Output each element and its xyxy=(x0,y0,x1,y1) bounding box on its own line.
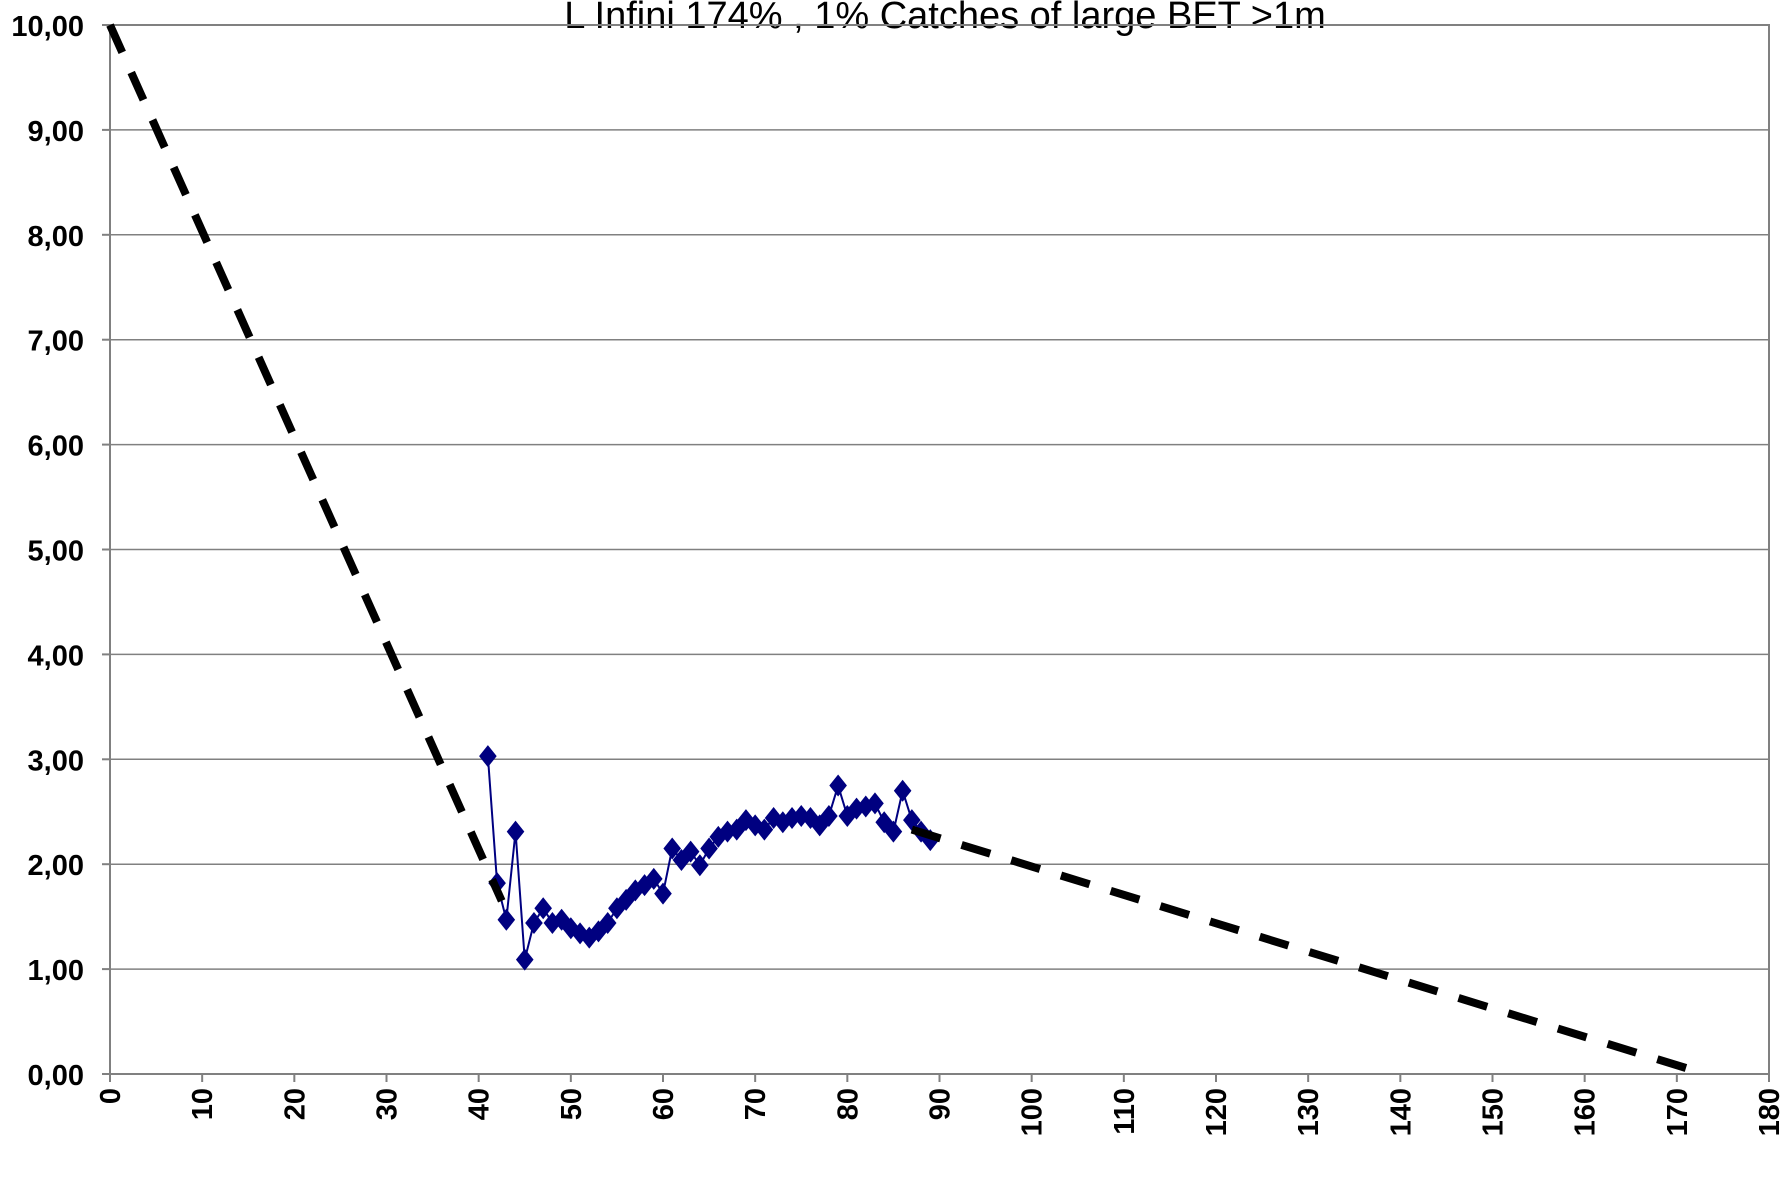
x-tick-label: 140 xyxy=(1385,1088,1417,1136)
x-tick-label: 90 xyxy=(925,1088,957,1120)
x-tick-label: 70 xyxy=(740,1088,772,1120)
marker xyxy=(497,908,516,931)
y-tick-label: 6,00 xyxy=(28,431,84,463)
y-tick-label: 1,00 xyxy=(28,955,84,987)
x-tick-label: 170 xyxy=(1662,1088,1694,1136)
dashed-line xyxy=(106,23,506,903)
x-tick-label: 180 xyxy=(1754,1088,1786,1136)
x-tick-label: 150 xyxy=(1478,1088,1510,1136)
marker xyxy=(810,814,829,837)
marker xyxy=(801,807,820,830)
x-tick-label: 120 xyxy=(1201,1088,1233,1136)
marker xyxy=(884,820,903,843)
marker xyxy=(672,849,691,872)
marker xyxy=(866,792,884,815)
y-tick-label: 5,00 xyxy=(28,536,84,568)
y-tick-label: 10,00 xyxy=(11,11,84,43)
marker xyxy=(700,837,718,860)
y-tick-label: 3,00 xyxy=(28,745,84,777)
marker xyxy=(534,897,552,920)
marker xyxy=(893,779,912,802)
x-tick-label: 40 xyxy=(464,1088,496,1120)
marker xyxy=(663,837,682,860)
marker xyxy=(774,811,792,834)
dashed-line xyxy=(910,825,1697,1075)
y-tick-label: 4,00 xyxy=(28,640,84,672)
x-tick-label: 30 xyxy=(372,1088,404,1120)
y-tick-label: 9,00 xyxy=(28,116,84,148)
marker xyxy=(903,809,921,832)
marker xyxy=(691,854,709,877)
x-tick-label: 130 xyxy=(1293,1088,1325,1136)
x-tick-label: 110 xyxy=(1109,1088,1141,1135)
x-tick-label: 10 xyxy=(187,1088,219,1120)
x-tick-label: 80 xyxy=(832,1088,864,1120)
marker xyxy=(506,820,525,843)
x-tick-label: 160 xyxy=(1570,1088,1602,1136)
marker xyxy=(921,829,940,852)
marker xyxy=(515,948,534,971)
x-tick-label: 50 xyxy=(556,1088,588,1120)
marker xyxy=(598,911,617,934)
marker xyxy=(525,911,543,934)
marker xyxy=(792,804,811,827)
marker xyxy=(783,807,801,830)
marker xyxy=(755,818,774,841)
marker xyxy=(820,804,838,827)
x-tick-label: 0 xyxy=(95,1088,127,1104)
marker xyxy=(829,774,847,797)
marker xyxy=(654,882,672,905)
x-tick-label: 60 xyxy=(648,1088,680,1120)
marker xyxy=(635,874,654,897)
chart-title: L Infini 174% , 1% Catches of large BET … xyxy=(564,0,1325,37)
x-tick-label: 100 xyxy=(1017,1088,1049,1136)
x-tick-label: 20 xyxy=(279,1088,311,1120)
y-tick-label: 0,00 xyxy=(28,1060,84,1092)
marker xyxy=(681,840,700,863)
y-tick-label: 2,00 xyxy=(28,850,84,882)
marker xyxy=(644,867,663,890)
y-tick-label: 7,00 xyxy=(28,326,84,358)
marker xyxy=(479,745,497,768)
y-tick-label: 8,00 xyxy=(28,221,84,253)
